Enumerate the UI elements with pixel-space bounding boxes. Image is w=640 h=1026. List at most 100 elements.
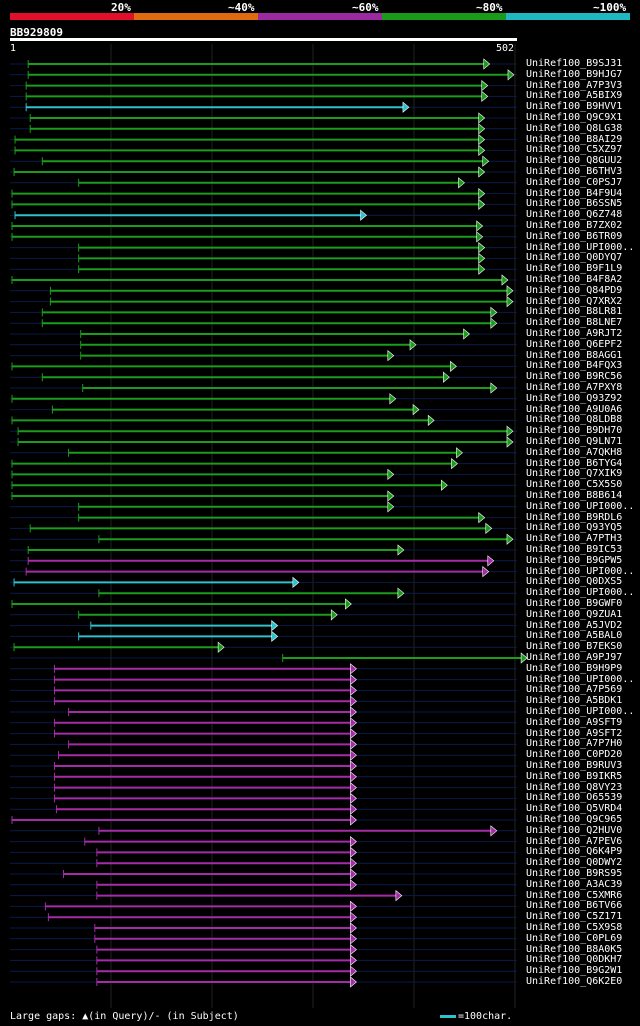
hit-label[interactable]: UniRef100_B8A0K5 <box>526 943 623 955</box>
hit-label[interactable]: UniRef100_UPI000.. <box>526 565 635 577</box>
hit-row[interactable] <box>10 187 517 200</box>
hit-row[interactable] <box>10 133 517 146</box>
hit-label[interactable]: UniRef100_A7P3V3 <box>526 79 623 91</box>
hit-row[interactable] <box>10 349 517 362</box>
hit-label[interactable]: UniRef100_A9SFT9 <box>526 716 623 728</box>
hit-label[interactable]: UniRef100_Q0DXS5 <box>526 576 623 588</box>
hit-label[interactable]: UniRef100_Q6K2E0 <box>526 976 623 987</box>
hit-row[interactable] <box>10 965 517 977</box>
hit-row[interactable] <box>10 295 517 308</box>
hit-label[interactable]: UniRef100_C5XZ97 <box>526 144 623 156</box>
hit-row[interactable] <box>10 846 517 859</box>
hit-row[interactable] <box>10 436 517 448</box>
hit-row[interactable] <box>10 738 517 751</box>
hit-label[interactable]: UniRef100_B6THV3 <box>526 166 623 177</box>
hit-row[interactable] <box>10 673 517 686</box>
hit-row[interactable] <box>10 889 517 902</box>
hit-row[interactable] <box>10 868 517 880</box>
hit-label[interactable]: UniRef100_Q93Z92 <box>526 392 623 404</box>
hit-row[interactable] <box>10 835 517 848</box>
hit-label[interactable]: UniRef100_B9RS95 <box>526 868 623 879</box>
hit-row[interactable] <box>10 90 517 103</box>
hit-label[interactable]: UniRef100_B8B614 <box>526 490 623 501</box>
hit-label[interactable]: UniRef100_Q6Z748 <box>526 209 623 221</box>
hit-row[interactable] <box>10 684 517 697</box>
hit-label[interactable]: UniRef100_Q7XRX2 <box>526 295 623 307</box>
hit-row[interactable] <box>10 166 517 178</box>
hit-label[interactable]: UniRef100_UPI000.. <box>526 587 635 599</box>
hit-row[interactable] <box>10 403 517 416</box>
hit-label[interactable]: UniRef100_Q8VY23 <box>526 781 623 793</box>
hit-label[interactable]: UniRef100_Q6EPF2 <box>526 338 623 350</box>
hit-label[interactable]: UniRef100_A7PXY8 <box>526 382 623 393</box>
hit-label[interactable]: UniRef100_B9RC56 <box>526 371 623 383</box>
hit-label[interactable]: UniRef100_B4F8A2 <box>526 274 623 285</box>
hit-label[interactable]: UniRef100_B4F9U4 <box>526 187 623 199</box>
hit-label[interactable]: UniRef100_O65539 <box>526 792 623 804</box>
hit-label[interactable]: UniRef100_Q93YQ5 <box>526 522 623 534</box>
hit-label[interactable]: UniRef100_UPI000.. <box>526 706 635 717</box>
hit-label[interactable]: UniRef100_A9SFT2 <box>526 727 623 739</box>
hit-label[interactable]: UniRef100_B9SJ31 <box>526 58 623 69</box>
hit-label[interactable]: UniRef100_Q8GUU2 <box>526 155 623 167</box>
hit-row[interactable] <box>10 155 517 167</box>
hit-label[interactable]: UniRef100_A7PEV6 <box>526 835 623 847</box>
hit-label[interactable]: UniRef100_B9G2W1 <box>526 965 623 977</box>
hit-row[interactable] <box>10 609 517 621</box>
hit-label[interactable]: UniRef100_C5X5S0 <box>526 479 623 491</box>
hit-row[interactable] <box>10 501 517 513</box>
hit-row[interactable] <box>10 144 517 157</box>
hit-row[interactable] <box>10 900 517 913</box>
hit-label[interactable]: UniRef100_B8LNE7 <box>526 317 623 329</box>
hit-row[interactable] <box>10 339 517 351</box>
hit-label[interactable]: UniRef100_B8AGG1 <box>526 349 623 361</box>
hit-label[interactable]: UniRef100_B4FQX3 <box>526 360 623 372</box>
hit-row[interactable] <box>10 101 517 113</box>
hit-row[interactable] <box>10 382 517 394</box>
hit-row[interactable] <box>10 252 517 265</box>
hit-label[interactable]: UniRef100_B9F1L9 <box>526 263 623 275</box>
hit-label[interactable]: UniRef100_C5X9S8 <box>526 922 623 933</box>
hit-label[interactable]: UniRef100_A3AC39 <box>526 878 623 890</box>
hit-row[interactable] <box>10 922 517 934</box>
hit-label[interactable]: UniRef100_C5XMR6 <box>526 889 623 901</box>
hit-label[interactable]: UniRef100_A9PJ97 <box>526 652 623 663</box>
hit-row[interactable] <box>10 468 517 481</box>
hit-row[interactable] <box>10 976 517 988</box>
hit-row[interactable] <box>10 695 517 707</box>
hit-label[interactable]: UniRef100_Q6K4P9 <box>526 846 623 858</box>
hit-label[interactable]: UniRef100_C0PL69 <box>526 932 623 944</box>
hit-row[interactable] <box>10 522 517 535</box>
hit-row[interactable] <box>10 241 517 254</box>
hit-label[interactable]: UniRef100_B9HVV1 <box>526 101 623 113</box>
hit-label[interactable]: UniRef100_A5JVD2 <box>526 619 623 631</box>
hit-label[interactable]: UniRef100_B9RUV3 <box>526 760 623 771</box>
hit-label[interactable]: UniRef100_A9U0A6 <box>526 403 623 415</box>
hit-row[interactable] <box>10 393 517 405</box>
hit-label[interactable]: UniRef100_C0PD20 <box>526 749 623 761</box>
hit-row[interactable] <box>10 79 517 92</box>
hit-label[interactable]: UniRef100_Q2HUV0 <box>526 824 623 836</box>
hit-row[interactable] <box>10 749 517 761</box>
hit-row[interactable] <box>10 425 517 437</box>
hit-row[interactable] <box>10 177 517 189</box>
hit-label[interactable]: UniRef100_A5BIX9 <box>526 90 623 102</box>
hit-row[interactable] <box>10 317 517 329</box>
hit-label[interactable]: UniRef100_Q8LDB8 <box>526 414 623 426</box>
hit-label[interactable]: UniRef100_A9RJT2 <box>526 328 623 339</box>
hit-label[interactable]: UniRef100_Q8LG38 <box>526 122 623 134</box>
hit-label[interactable]: UniRef100_B9RDL6 <box>526 511 623 523</box>
hit-row[interactable] <box>10 663 517 675</box>
hit-label[interactable]: UniRef100_B6TYG4 <box>526 457 623 469</box>
hit-label[interactable]: UniRef100_A5BDK1 <box>526 695 623 707</box>
hit-row[interactable] <box>10 933 517 945</box>
hit-row[interactable] <box>10 598 517 610</box>
hit-row[interactable] <box>10 490 517 502</box>
hit-row[interactable] <box>10 511 517 524</box>
hit-label[interactable]: UniRef100_B9GWF0 <box>526 598 623 609</box>
hit-label[interactable]: UniRef100_A5BAL0 <box>526 630 623 642</box>
hit-row[interactable] <box>10 555 517 567</box>
hit-row[interactable] <box>10 760 517 772</box>
hit-label[interactable]: UniRef100_Q7XIK9 <box>526 468 623 480</box>
hit-row[interactable] <box>10 69 517 81</box>
